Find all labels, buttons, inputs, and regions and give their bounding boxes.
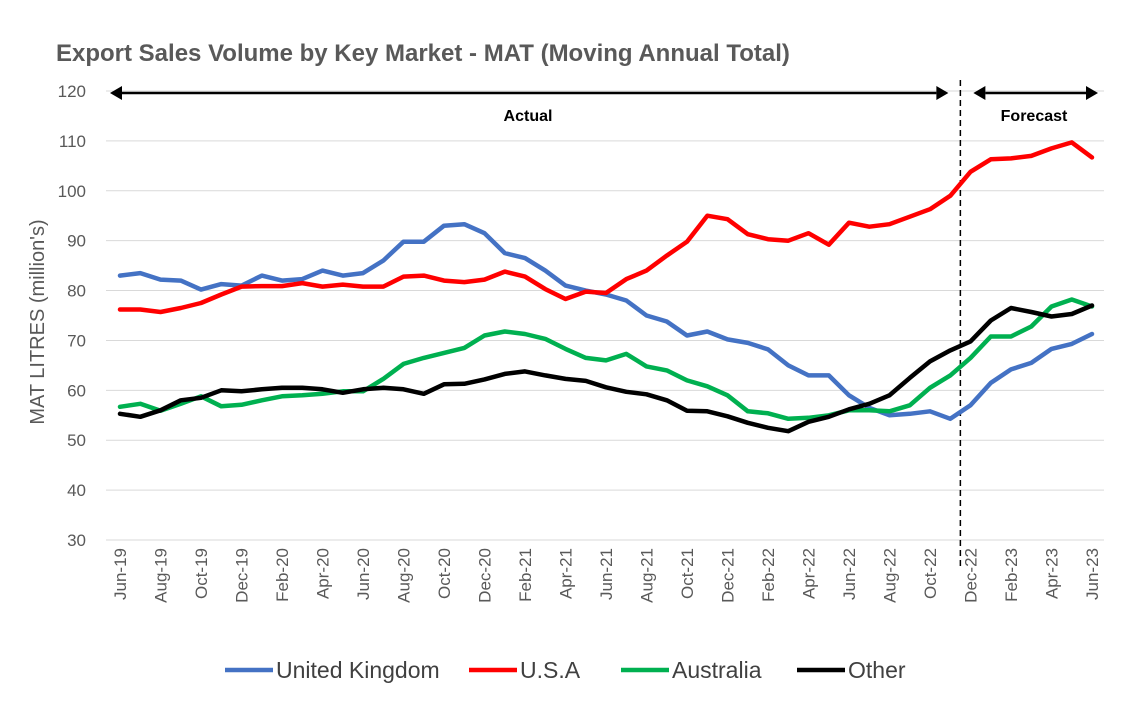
legend-item-united-kingdom: United Kingdom — [225, 657, 440, 683]
y-tick-label: 40 — [67, 481, 86, 500]
forecast-label: Forecast — [1001, 108, 1068, 125]
legend-item-other: Other — [797, 657, 906, 683]
y-tick-label: 100 — [58, 182, 86, 201]
x-tick-label: Dec-19 — [233, 548, 252, 603]
x-tick-label: Feb-22 — [759, 548, 778, 602]
actual-forecast-annotations: Actual Forecast — [110, 80, 1098, 568]
forecast-range-arrow — [973, 86, 1098, 100]
x-axis-ticks: Jun-19 Aug-19 Oct-19 Dec-19 Feb-20 Apr-20 Jun-… — [111, 548, 1102, 603]
x-tick-label: Oct-21 — [678, 548, 697, 599]
x-tick-label: Dec-21 — [719, 548, 738, 603]
legend-label: U.S.A — [520, 657, 581, 683]
y-tick-label: 50 — [67, 431, 86, 450]
y-tick-label: 90 — [67, 232, 86, 251]
x-tick-label: Apr-20 — [314, 548, 333, 599]
legend-item-u-s-a: U.S.A — [469, 657, 581, 683]
y-axis-label: MAT LITRES (million's) — [27, 219, 49, 424]
legend: United Kingdom U.S.A Australia Other — [225, 657, 906, 683]
x-tick-label: Oct-19 — [192, 548, 211, 599]
actual-range-arrow — [110, 86, 949, 100]
y-tick-label: 120 — [58, 82, 86, 101]
y-axis-ticks: 30 40 50 60 70 80 90 100 110 120 — [58, 82, 86, 550]
y-tick-label: 80 — [67, 282, 86, 301]
x-tick-label: Aug-19 — [152, 548, 171, 603]
series-line-australia — [117, 297, 1095, 422]
y-tick-label: 70 — [67, 331, 86, 350]
x-tick-label: Oct-22 — [921, 548, 940, 599]
x-tick-label: Jun-22 — [840, 548, 859, 600]
legend-label: United Kingdom — [276, 657, 440, 683]
series-lines — [117, 140, 1095, 434]
x-tick-label: Jun-21 — [597, 548, 616, 600]
x-tick-label: Feb-23 — [1002, 548, 1021, 602]
y-tick-label: 30 — [67, 531, 86, 550]
x-tick-label: Feb-21 — [516, 548, 535, 602]
x-tick-label: Jun-23 — [1083, 548, 1102, 600]
x-tick-label: Aug-22 — [881, 548, 900, 603]
x-tick-label: Oct-20 — [435, 548, 454, 599]
actual-label: Actual — [504, 108, 553, 125]
x-tick-label: Apr-22 — [800, 548, 819, 599]
series-line-other — [117, 303, 1095, 434]
gridlines — [106, 90, 1104, 541]
legend-label: Other — [848, 657, 906, 683]
y-tick-label: 60 — [67, 381, 86, 400]
x-tick-label: Feb-20 — [273, 548, 292, 602]
x-tick-label: Dec-20 — [476, 548, 495, 603]
legend-item-australia: Australia — [621, 657, 762, 683]
x-tick-label: Apr-21 — [557, 548, 576, 599]
x-tick-label: Aug-21 — [638, 548, 657, 603]
x-tick-label: Jun-19 — [111, 548, 130, 600]
chart-title: Export Sales Volume by Key Market - MAT … — [56, 40, 790, 67]
legend-label: Australia — [672, 657, 762, 683]
y-tick-label: 110 — [59, 132, 86, 151]
series-line-u-s-a — [117, 140, 1095, 315]
x-tick-label: Aug-20 — [395, 548, 414, 603]
x-tick-label: Jun-20 — [354, 548, 373, 600]
x-tick-label: Dec-22 — [962, 548, 981, 603]
x-tick-label: Apr-23 — [1043, 548, 1062, 599]
